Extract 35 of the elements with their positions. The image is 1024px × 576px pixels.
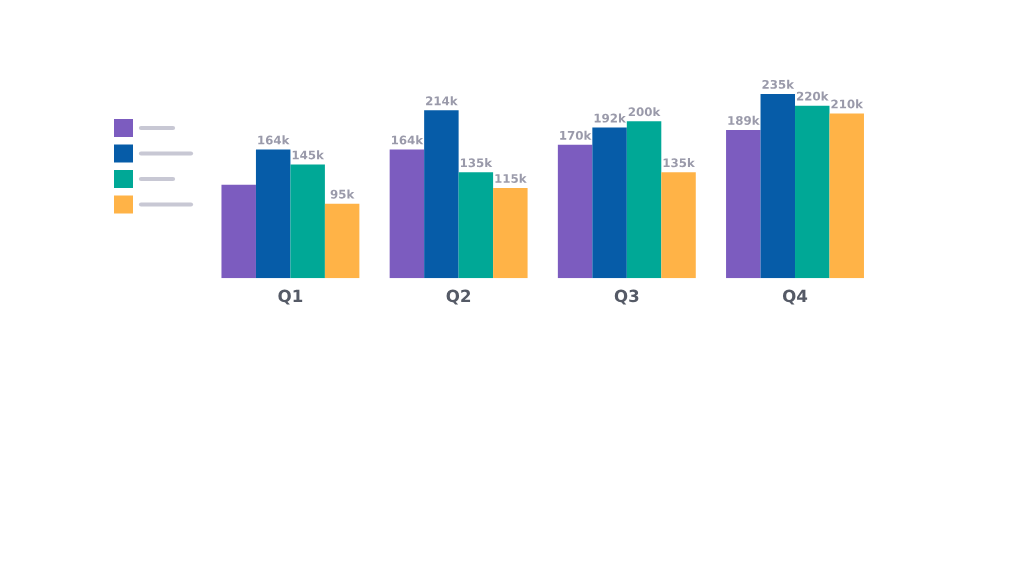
bar [726,129,761,279]
data-label: 135k [460,158,493,168]
data-label: 145k [292,150,325,160]
data-label: 170k [560,130,592,140]
data-label: 115k [495,173,527,183]
bar [493,188,528,279]
data-label: 164k [258,135,290,145]
data-label: 214k [426,96,458,106]
data-label: 189k [728,115,760,125]
data-label: 95k [330,189,355,199]
bar [661,172,696,279]
bar [626,121,662,279]
bar [458,172,494,279]
data-label: 135k [663,158,696,168]
bar [424,110,459,279]
bar [557,144,593,279]
data-label: 164k [391,135,424,145]
bar [760,93,796,279]
bar [255,149,291,279]
x-tick-label: Q2 [446,289,471,305]
bar [290,164,325,279]
bar [795,105,830,279]
data-label: 192k [594,113,627,123]
x-tick-label: Q3 [614,289,639,305]
x-tick-label: Q1 [278,289,303,305]
data-label: 220k [796,91,829,101]
bar [829,113,864,279]
bar [324,203,360,279]
bar [592,127,627,279]
data-label: 210k [831,99,864,109]
data-label: 235k [762,79,795,89]
bar [389,149,425,279]
data-label: 200k [628,107,661,117]
bar [221,184,256,279]
x-tick-label: Q4 [782,289,808,305]
